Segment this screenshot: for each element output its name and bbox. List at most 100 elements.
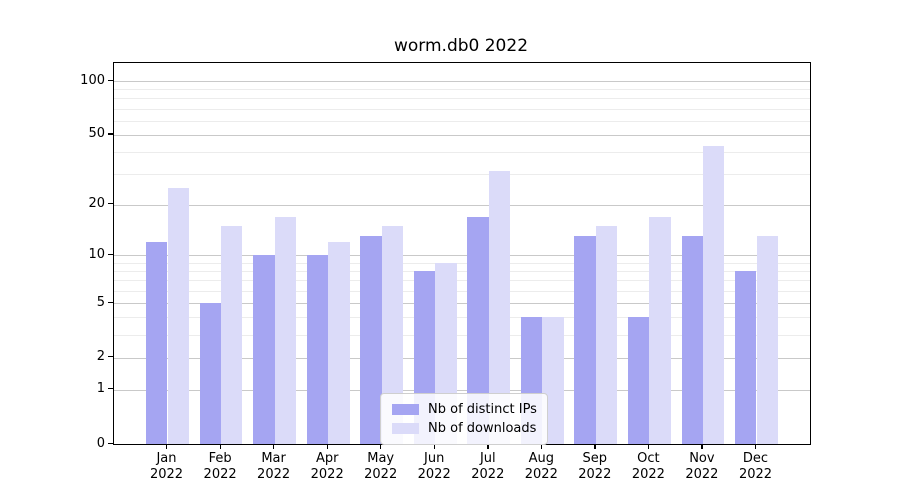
bar-downloads (221, 225, 243, 444)
x-tick-year: 2022 (310, 467, 344, 482)
minor-gridline (114, 280, 810, 282)
major-gridline (114, 357, 810, 359)
bar-distinct-ips (467, 216, 489, 444)
bar-downloads (274, 216, 296, 444)
x-tick-label: May 2022 (351, 451, 411, 483)
bar-downloads (649, 216, 671, 444)
bar-distinct-ips (628, 317, 650, 444)
x-tick-month: Mar (261, 451, 286, 466)
minor-gridline (114, 98, 810, 100)
major-gridline (114, 303, 810, 305)
x-tick-month: Jan (156, 451, 177, 466)
x-tick-mark (219, 444, 221, 449)
bar-distinct-ips (253, 255, 275, 444)
x-tick-label: Oct 2022 (618, 451, 678, 483)
y-tick-label: 5 (96, 294, 105, 310)
minor-gridline (114, 291, 810, 292)
minor-gridline (114, 89, 810, 91)
x-tick-month: Jun (424, 451, 445, 466)
x-tick-label: Mar 2022 (244, 451, 304, 483)
minor-gridline (114, 108, 810, 110)
x-tick-year: 2022 (149, 467, 184, 482)
y-tick-mark (108, 79, 113, 81)
legend-swatch-distinct-ips (392, 404, 419, 415)
x-tick-month: Dec (742, 451, 769, 466)
x-tick-year: 2022 (364, 467, 398, 482)
x-tick-label: Sep 2022 (565, 451, 625, 483)
bar-distinct-ips (146, 242, 168, 444)
y-tick-mark (108, 388, 113, 390)
bar-downloads (595, 225, 618, 444)
major-gridline (114, 81, 810, 82)
major-gridline (114, 255, 810, 257)
y-tick-label: 0 (96, 435, 105, 451)
y-tick-label: 10 (88, 246, 105, 262)
x-tick-year: 2022 (524, 467, 558, 482)
legend-label-distinct-ips: Nb of distinct IPs (428, 402, 537, 417)
x-tick-year: 2022 (578, 467, 612, 482)
x-tick-mark (594, 444, 596, 449)
bar-distinct-ips (735, 271, 757, 444)
bar-downloads (702, 146, 725, 444)
x-tick-mark (166, 444, 168, 449)
y-tick-mark (108, 301, 113, 303)
y-tick-label: 50 (88, 126, 105, 142)
x-tick-month: Sep (582, 451, 608, 466)
x-tick-label: Jul 2022 (458, 451, 518, 483)
y-tick-mark (108, 253, 113, 256)
x-tick-mark (273, 444, 275, 449)
x-tick-year: 2022 (203, 467, 237, 482)
y-tick-label: 2 (96, 349, 105, 365)
bar-distinct-ips (681, 236, 703, 444)
y-tick-mark (108, 356, 113, 358)
x-tick-label: Jan 2022 (137, 451, 197, 483)
x-tick-mark (380, 444, 382, 449)
bar-downloads (488, 171, 511, 444)
x-tick-month: Nov (689, 451, 715, 466)
legend-label-downloads: Nb of downloads (428, 421, 537, 436)
x-tick-month: Aug (528, 451, 554, 466)
x-tick-year: 2022 (471, 467, 505, 482)
bar-distinct-ips (574, 236, 596, 444)
minor-gridline (114, 317, 810, 319)
x-tick-mark (647, 444, 650, 449)
y-tick-mark (108, 133, 113, 135)
bar-distinct-ips (360, 236, 382, 444)
bar-downloads (381, 225, 404, 444)
x-tick-label: Apr 2022 (297, 451, 357, 483)
major-gridline (114, 204, 810, 206)
x-tick-mark (755, 444, 757, 449)
y-tick-label: 1 (96, 381, 105, 396)
x-tick-year: 2022 (738, 467, 773, 482)
major-gridline (114, 134, 810, 136)
bar-downloads (167, 187, 189, 444)
legend: Nb of distinct IPs Nb of downloads (380, 393, 548, 445)
plot-area: Nb of distinct IPs Nb of downloads (113, 62, 811, 445)
x-tick-month: Oct (637, 451, 660, 466)
y-tick-mark (108, 203, 113, 205)
y-tick-label: 100 (80, 72, 105, 88)
x-tick-year: 2022 (685, 467, 719, 482)
x-tick-label: Jun 2022 (404, 451, 464, 483)
legend-row-downloads: Nb of downloads (389, 419, 539, 438)
x-tick-mark (701, 444, 703, 449)
minor-gridline (114, 120, 810, 122)
x-tick-label: Feb 2022 (190, 451, 250, 483)
minor-gridline (114, 335, 810, 336)
x-tick-month: Feb (208, 451, 232, 466)
x-tick-mark (433, 444, 435, 449)
minor-gridline (114, 271, 810, 273)
y-tick-mark (108, 442, 113, 444)
major-gridline (114, 389, 810, 391)
x-tick-year: 2022 (257, 467, 291, 482)
bar-distinct-ips (199, 303, 222, 444)
x-tick-mark (540, 444, 543, 449)
bar-downloads (756, 236, 778, 444)
x-tick-year: 2022 (631, 467, 665, 482)
bar-distinct-ips (306, 255, 329, 444)
minor-gridline (114, 151, 810, 153)
minor-gridline (114, 262, 810, 264)
x-tick-year: 2022 (417, 467, 451, 482)
x-tick-mark (487, 444, 489, 449)
